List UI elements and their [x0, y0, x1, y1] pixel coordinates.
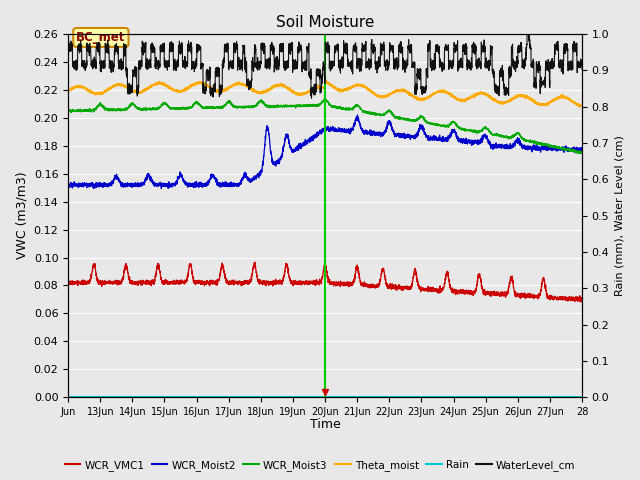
Text: BC_met: BC_met [76, 31, 125, 44]
Y-axis label: Rain (mm), Water Level (cm): Rain (mm), Water Level (cm) [615, 135, 625, 296]
X-axis label: Time: Time [310, 419, 340, 432]
Legend: WCR_VMC1, WCR_Moist2, WCR_Moist3, Theta_moist, Rain, WaterLevel_cm: WCR_VMC1, WCR_Moist2, WCR_Moist3, Theta_… [60, 456, 580, 475]
Title: Soil Moisture: Soil Moisture [276, 15, 374, 30]
Y-axis label: VWC (m3/m3): VWC (m3/m3) [15, 172, 28, 259]
